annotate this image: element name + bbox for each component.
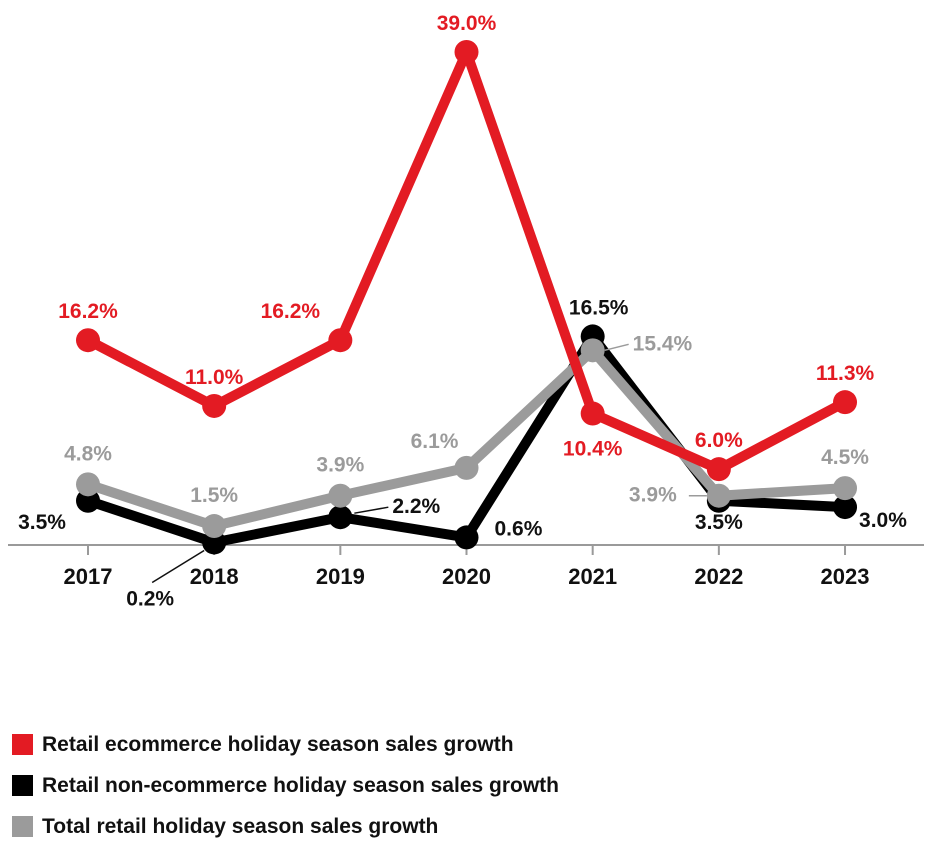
leader-non-ecommerce-2019 [354,506,389,514]
data-label-ecommerce-2020: 39.0% [437,12,497,35]
legend-item-ecommerce: Retail ecommerce holiday season sales gr… [12,724,559,765]
x-tick-label-2022: 2022 [694,564,743,589]
x-tick-label-2023: 2023 [821,564,870,589]
legend-swatch-ecommerce [12,734,33,755]
point-total-2020 [454,455,479,480]
data-label-total-2021: 15.4% [633,332,693,355]
data-label-total-2023: 4.5% [821,446,869,469]
point-total-2017 [76,472,100,497]
legend-label-non-ecommerce: Retail non-ecommerce holiday season sale… [42,773,559,797]
point-non_ecommerce-2017 [76,488,100,513]
legend-swatch-total [12,816,33,837]
x-tick-label-2020: 2020 [442,564,491,589]
x-tick-label-2021: 2021 [568,564,617,589]
point-total-2021 [580,338,605,363]
data-label-ecommerce-2022: 6.0% [695,429,743,452]
point-non_ecommerce-2019 [328,505,353,530]
point-ecommerce-2021 [580,401,605,426]
point-non_ecommerce-2023 [833,495,858,520]
point-total-2023 [833,476,858,501]
data-label-total-2022: 3.9% [629,484,677,507]
data-label-non_ecommerce-2023: 3.0% [859,509,907,532]
data-label-non_ecommerce-2017: 3.5% [18,511,66,534]
point-ecommerce-2019 [328,328,353,353]
legend-swatch-non-ecommerce [12,775,33,796]
point-ecommerce-2018 [202,393,227,418]
line-chart: 2017 2018 2019 2020 2021 2022 2023 16.2% 11.0% 16… [8,12,924,610]
x-tick-label-2017: 2017 [64,564,113,589]
data-label-non_ecommerce-2021: 16.5% [569,296,629,319]
x-tick-label-2019: 2019 [316,564,365,589]
point-ecommerce-2023 [833,390,858,415]
point-total-2018 [202,514,227,539]
point-total-2022 [706,483,731,508]
point-ecommerce-2022 [706,457,731,482]
point-non_ecommerce-2020 [454,525,479,550]
legend-label-total: Total retail holiday season sales growth [42,814,439,838]
data-label-non_ecommerce-2018: 0.2% [126,587,174,610]
data-label-ecommerce-2017: 16.2% [58,300,118,323]
data-label-total-2017: 4.8% [64,442,112,465]
series-line-ecommerce [83,47,851,475]
legend-item-non-ecommerce: Retail non-ecommerce holiday season sale… [12,765,559,806]
point-total-2019 [328,483,353,508]
x-tick-label-2018: 2018 [190,564,239,589]
data-label-total-2018: 1.5% [190,484,238,507]
data-label-ecommerce-2019: 16.2% [261,300,321,323]
data-label-total-2019: 3.9% [316,454,364,477]
data-label-total-2020: 6.1% [411,430,459,453]
data-label-non_ecommerce-2019: 2.2% [392,495,440,518]
point-ecommerce-2020 [454,40,479,64]
legend-item-total: Total retail holiday season sales growth [12,806,559,847]
data-label-ecommerce-2023: 11.3% [816,362,875,385]
point-non_ecommerce-2018 [202,530,227,555]
legend: Retail ecommerce holiday season sales gr… [12,724,559,847]
leader-total-2021 [604,343,629,352]
leader-non-ecommerce-2018 [151,549,205,584]
data-label-ecommerce-2018: 11.0% [185,366,244,389]
data-label-non_ecommerce-2020: 0.6% [495,517,543,540]
point-ecommerce-2017 [76,328,100,353]
data-label-non_ecommerce-2022: 3.5% [695,511,743,534]
data-label-ecommerce-2021: 10.4% [563,438,623,461]
legend-label-ecommerce: Retail ecommerce holiday season sales gr… [42,732,514,756]
